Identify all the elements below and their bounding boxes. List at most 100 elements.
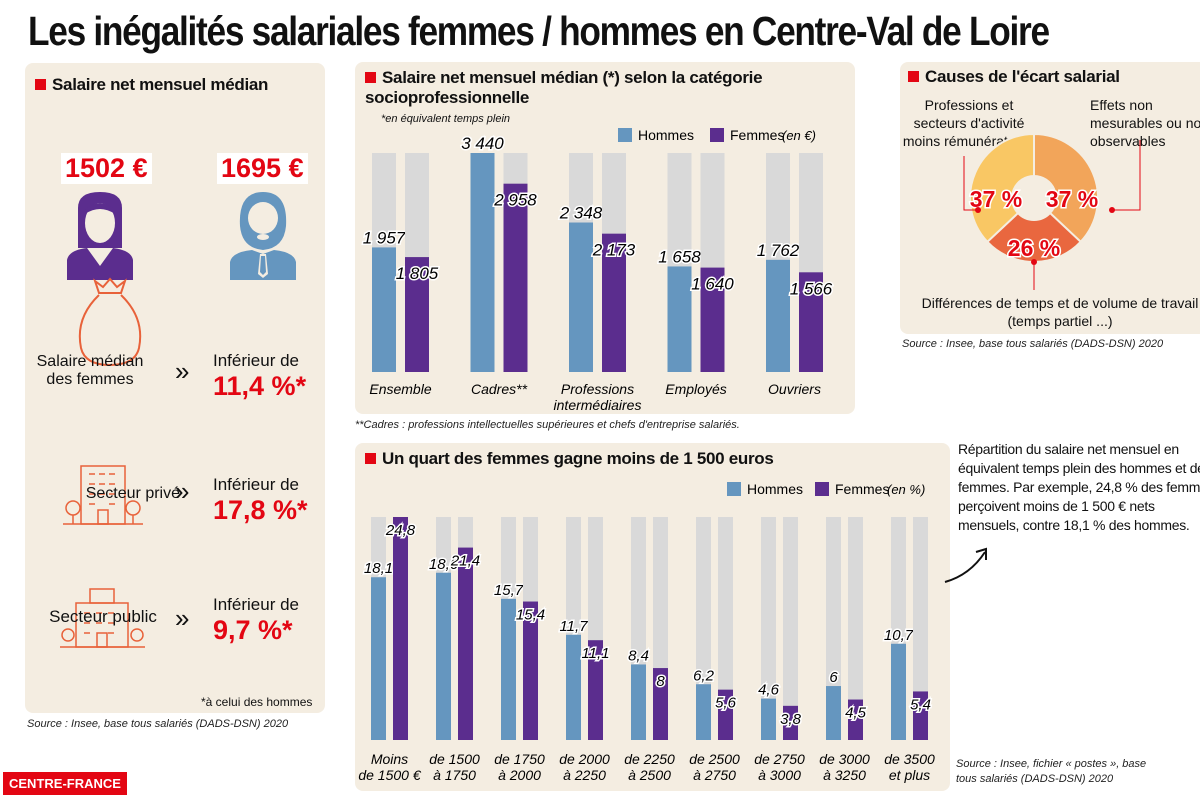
category-label: à 1750 — [433, 767, 476, 783]
bar-hommes — [696, 684, 711, 740]
donut-slice — [985, 211, 1083, 263]
category-label: de 3500 — [884, 751, 935, 767]
leader-dot — [1109, 207, 1115, 213]
leader-line — [963, 156, 978, 211]
bar-hommes — [766, 259, 790, 372]
men-median-value: 1695 € — [217, 153, 308, 184]
bar-femmes — [783, 705, 798, 740]
bar-femmes — [913, 691, 928, 740]
slice-value: 26 % — [1008, 235, 1060, 261]
bar-background — [783, 517, 798, 740]
bar-femmes — [503, 183, 528, 372]
bar-hommes — [501, 598, 516, 740]
row-label: Secteur public — [49, 607, 157, 626]
data-label: 1 957 — [363, 228, 406, 247]
row-label: Salaire médian des femmes — [36, 353, 144, 388]
data-label: 2 958 — [493, 191, 537, 210]
bar-femmes — [588, 640, 603, 740]
logo: CENTRE-FRANCE — [3, 772, 127, 795]
legend-swatch — [727, 482, 741, 496]
csp-bar-chart: Hommes Femmes(en €) 1 957 1 805 Ensemble 3 44… — [361, 127, 834, 413]
page-title: Les inégalités salariales femmes / homme… — [28, 8, 1050, 54]
bar-hommes — [667, 266, 692, 372]
footnote: *à celui des hommes — [201, 695, 313, 709]
public-building-icon — [60, 588, 145, 648]
leader-dot — [1031, 259, 1037, 265]
data-label: 1 805 — [396, 264, 439, 283]
row-label: Secteur privé — [85, 485, 180, 502]
bar-femmes — [700, 267, 725, 372]
bar-femmes — [458, 547, 473, 740]
data-label: 6 — [829, 669, 838, 686]
data-label: 24,8 — [385, 522, 416, 539]
data-label: 2 348 — [559, 204, 603, 223]
chart-title: Un quart des femmes gagne moins de 1 500… — [365, 449, 774, 469]
bar-femmes — [799, 272, 823, 372]
category-label: et plus — [889, 767, 930, 783]
category-label: à 2250 — [563, 767, 606, 783]
legend-unit: (en %) — [887, 482, 925, 497]
data-label: 3 440 — [461, 134, 504, 153]
category-label: de 1500 — [429, 751, 480, 767]
bar-femmes — [653, 668, 668, 740]
data-label: 11,1 — [581, 645, 609, 662]
category-label: de 3000 — [819, 751, 870, 767]
chart-title-text: Salaire net mensuel médian (*) selon la … — [365, 68, 763, 107]
category-label: à 2750 — [693, 767, 736, 783]
chart-subtitle: *en équivalent temps plein — [381, 113, 511, 125]
chart-note: Répartition du salaire net mensuel en éq… — [958, 441, 1200, 533]
category-label: à 2500 — [628, 767, 671, 783]
data-label: 2 173 — [592, 241, 636, 260]
row-prefix: Inférieur de — [213, 595, 299, 614]
legend-label: Hommes — [638, 127, 694, 143]
category-label: de 2000 — [559, 751, 610, 767]
bar-hommes — [891, 643, 906, 740]
bar-hommes — [566, 634, 581, 740]
chart-title: Salaire net mensuel médian (*) selon la … — [365, 68, 835, 108]
chart-title-text: Causes de l'écart salarial — [925, 67, 1120, 86]
category-label: de 2500 — [689, 751, 740, 767]
money-bag-icon — [78, 277, 142, 367]
legend-label: Femmes — [730, 127, 784, 143]
data-label: 10,7 — [884, 627, 914, 644]
bullet-icon — [908, 71, 919, 82]
slice-value: 37 % — [1046, 186, 1098, 212]
data-label: 1 640 — [691, 275, 734, 294]
bar-hommes — [372, 247, 396, 372]
women-median-value: 1502 € — [61, 153, 152, 184]
category-label: de 2750 — [754, 751, 805, 767]
chevron-icon: » — [175, 603, 190, 633]
causes-panel: Causes de l'écart salarial Professions e… — [900, 62, 1200, 334]
legend-swatch — [710, 128, 724, 142]
donut-slice — [969, 132, 1035, 244]
source: Source : Insee, base tous salariés (DADS… — [27, 718, 289, 730]
bar-femmes — [718, 689, 733, 740]
data-label: 8,4 — [628, 647, 649, 664]
bar-background — [826, 517, 841, 740]
data-label: 18,6 — [429, 556, 459, 573]
panel-title: Salaire net mensuel médian — [35, 75, 268, 95]
arrow-icon — [944, 547, 987, 583]
bar-hommes — [631, 664, 646, 740]
bar-femmes — [523, 601, 538, 740]
row-value: 9,7 %* — [213, 615, 293, 645]
data-label: 5,6 — [715, 695, 737, 712]
chevron-icon: » — [175, 476, 190, 506]
category-label: Ouvriers — [768, 381, 821, 397]
data-label: 1 762 — [757, 241, 800, 260]
data-label: 4,5 — [845, 705, 867, 722]
causes-donut-chart: 37 %26 %37 % — [963, 132, 1141, 290]
row-prefix: Inférieur de — [213, 475, 299, 494]
slice-label: Différences de temps et de volume de tra… — [921, 295, 1199, 329]
data-label: 21,4 — [450, 553, 480, 570]
legend-swatch — [618, 128, 632, 142]
row-prefix: Inférieur de — [213, 351, 299, 370]
bar-femmes — [848, 699, 863, 740]
woman-icon — [67, 192, 133, 280]
data-label: 15,4 — [516, 607, 545, 624]
category-label: à 3250 — [823, 767, 866, 783]
legend-label: Femmes — [835, 481, 889, 497]
category-label: Cadres** — [471, 381, 528, 397]
category-label: Moins — [371, 751, 408, 767]
